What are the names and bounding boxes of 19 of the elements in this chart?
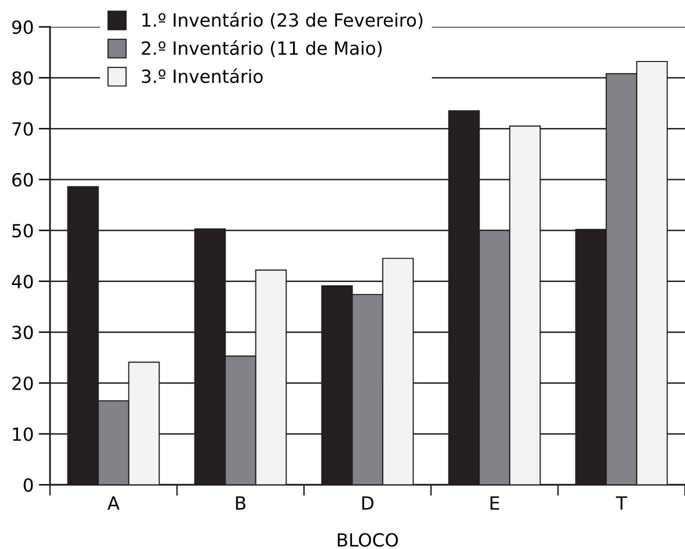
x-tick-label: D: [362, 496, 374, 510]
y-tick-label: 90: [12, 20, 33, 34]
x-tick-label: T: [616, 496, 628, 510]
x-tick-label: B: [236, 496, 246, 510]
y-tick-label: 20: [12, 376, 33, 390]
legend-label: 3.º Inventário: [142, 68, 263, 84]
y-tick-label: 80: [12, 71, 33, 85]
x-tick-label: E: [490, 496, 500, 510]
y-tick-label: 60: [12, 172, 33, 187]
x-axis-title: BLOCO: [338, 533, 398, 547]
y-tick-label: 70: [12, 122, 33, 136]
legend-label: 2.º Inventário (11 de Maio): [142, 40, 382, 58]
y-tick-label: 40: [12, 274, 33, 288]
y-tick-label: 0: [24, 478, 33, 492]
y-tick-label: 30: [12, 326, 33, 340]
y-tick-label: 50: [12, 224, 33, 238]
legend-label: 1.º Inventário (23 de Fevereiro): [142, 12, 422, 29]
x-tick-label: A: [107, 496, 120, 510]
y-tick-label: 10: [13, 427, 33, 442]
